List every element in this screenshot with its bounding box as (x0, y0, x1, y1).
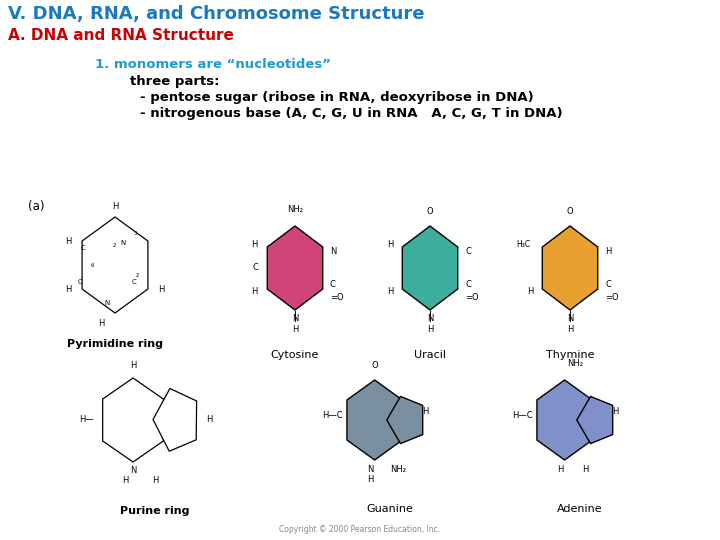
Polygon shape (153, 388, 197, 451)
Text: 3: 3 (134, 231, 138, 236)
Text: C: C (605, 280, 611, 289)
Text: H: H (152, 476, 158, 485)
Text: C: C (77, 279, 82, 285)
Text: H: H (99, 319, 105, 328)
Text: H: H (122, 476, 128, 485)
Polygon shape (537, 380, 593, 460)
Polygon shape (103, 378, 163, 462)
Text: N: N (330, 247, 336, 256)
Polygon shape (542, 226, 598, 310)
Text: H—C: H—C (513, 410, 533, 420)
Text: H: H (427, 325, 433, 334)
Text: O: O (427, 207, 433, 216)
Text: H: H (422, 407, 428, 415)
Text: 6: 6 (91, 263, 94, 268)
Text: H: H (66, 285, 72, 294)
Text: - nitrogenous base (A, C, G, U in RNA   A, C, G, T in DNA): - nitrogenous base (A, C, G, U in RNA A,… (140, 107, 562, 120)
Text: H: H (557, 465, 563, 474)
Text: (a): (a) (28, 200, 45, 213)
Polygon shape (577, 396, 613, 443)
Text: N: N (366, 465, 373, 474)
Text: N: N (292, 314, 298, 323)
Text: C: C (465, 247, 471, 256)
Text: H: H (582, 465, 588, 474)
Text: C: C (465, 280, 471, 289)
Text: =O: =O (330, 293, 343, 302)
Text: NH₂: NH₂ (390, 465, 406, 474)
Text: 2: 2 (113, 243, 117, 248)
Text: Copyright © 2000 Pearson Education, Inc.: Copyright © 2000 Pearson Education, Inc. (279, 525, 441, 534)
Text: H: H (112, 202, 118, 211)
Text: N: N (104, 300, 110, 306)
Text: H: H (605, 247, 611, 256)
Text: C: C (132, 279, 137, 285)
Text: C: C (252, 264, 258, 273)
Text: =O: =O (605, 293, 618, 302)
Text: Uracil: Uracil (414, 350, 446, 360)
Text: H—: H— (79, 415, 94, 424)
Text: H: H (526, 287, 533, 295)
Text: H: H (130, 361, 136, 370)
Text: H: H (292, 325, 298, 334)
Text: V. DNA, RNA, and Chromosome Structure: V. DNA, RNA, and Chromosome Structure (8, 5, 425, 23)
Text: Adenine: Adenine (557, 504, 603, 514)
Text: - pentose sugar (ribose in RNA, deoxyribose in DNA): - pentose sugar (ribose in RNA, deoxyrib… (140, 91, 534, 104)
Text: Guanine: Guanine (366, 504, 413, 514)
Text: NH₂: NH₂ (287, 205, 303, 214)
Text: 2: 2 (136, 273, 140, 278)
Text: N: N (121, 240, 126, 246)
Text: Purine ring: Purine ring (120, 506, 190, 516)
Text: N: N (567, 314, 573, 323)
Text: H: H (387, 240, 393, 249)
Text: NH₂: NH₂ (567, 359, 583, 368)
Text: N: N (130, 466, 136, 475)
Text: Thymine: Thymine (546, 350, 594, 360)
Text: 1. monomers are “nucleotides”: 1. monomers are “nucleotides” (95, 58, 331, 71)
Text: O: O (567, 207, 573, 216)
Text: O: O (372, 361, 378, 370)
Polygon shape (347, 380, 402, 460)
Text: H: H (612, 407, 618, 415)
Text: H: H (387, 287, 393, 295)
Text: H: H (66, 237, 72, 246)
Polygon shape (267, 226, 323, 310)
Polygon shape (402, 226, 458, 310)
Text: H: H (158, 285, 164, 294)
Text: three parts:: three parts: (130, 75, 220, 88)
Text: H: H (251, 287, 258, 295)
Text: H—C: H—C (323, 410, 343, 420)
Text: H₃C: H₃C (516, 240, 530, 249)
Text: Pyrimidine ring: Pyrimidine ring (67, 339, 163, 349)
Text: H: H (251, 240, 258, 249)
Polygon shape (82, 217, 148, 313)
Text: A. DNA and RNA Structure: A. DNA and RNA Structure (8, 28, 234, 43)
Text: H: H (366, 475, 373, 484)
Text: =O: =O (465, 293, 479, 302)
Text: H: H (567, 325, 573, 334)
Text: N: N (427, 314, 433, 323)
Text: C: C (330, 280, 336, 289)
Text: Cytosine: Cytosine (271, 350, 319, 360)
Text: C: C (80, 245, 85, 251)
Polygon shape (387, 396, 423, 443)
Text: H: H (206, 415, 212, 424)
